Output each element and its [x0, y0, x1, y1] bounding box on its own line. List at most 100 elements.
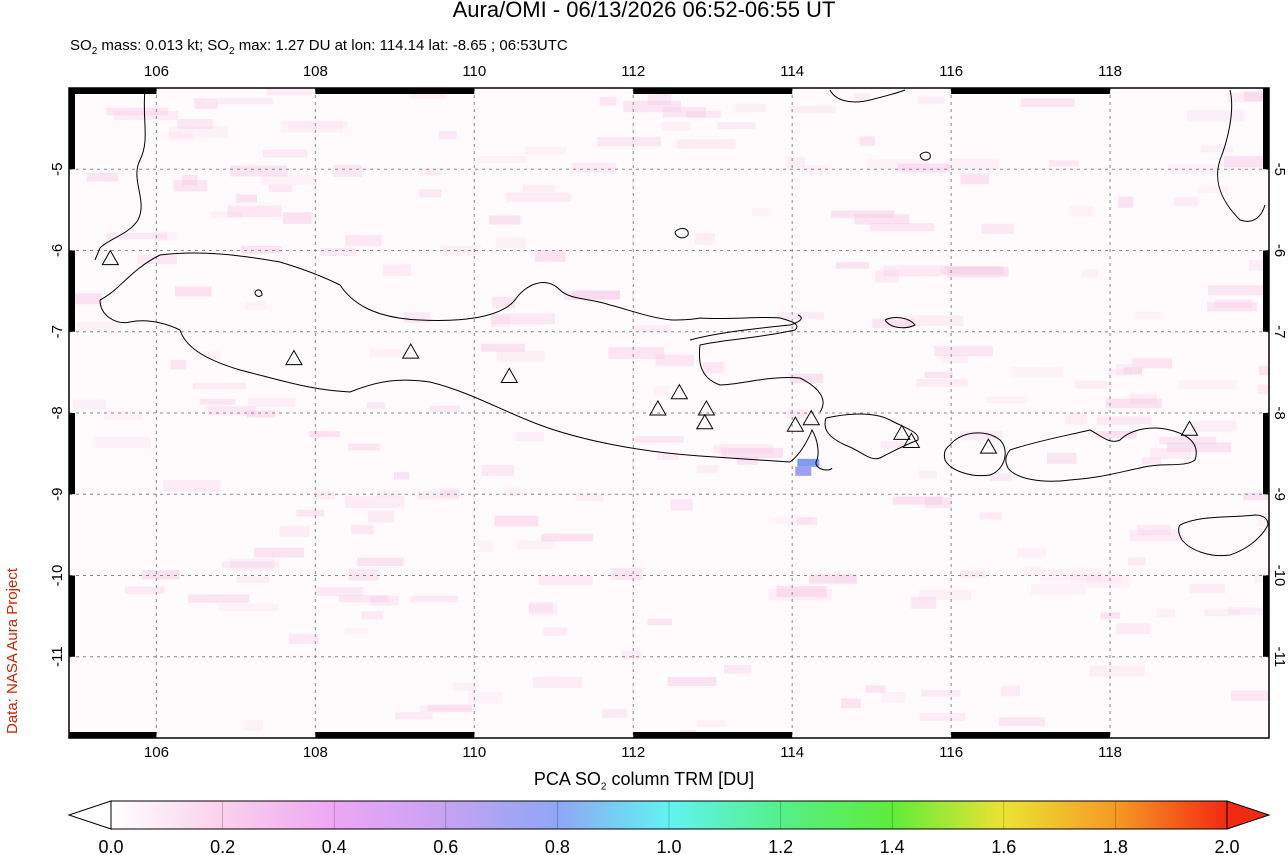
coast-islet-2: [254, 289, 263, 297]
so2-pixel: [1137, 524, 1171, 536]
so2-pixel: [351, 524, 374, 535]
lat-tick-label-right: -8: [1271, 406, 1288, 419]
coast-java-north: [99, 252, 824, 413]
so2-pixel: [723, 664, 752, 674]
so2-pixel: [802, 165, 830, 175]
so2-pixel: [1134, 311, 1163, 320]
triangle-icon: [401, 343, 420, 359]
map-subtitle: SO2 mass: 0.013 kt; SO2 max: 1.27 DU at …: [70, 37, 568, 57]
colorbar-tick-label: 2.0: [1214, 837, 1239, 855]
so2-pixel: [71, 293, 102, 305]
so2-pixel: [1187, 109, 1244, 122]
lon-tick-label-bottom: 118: [1098, 744, 1122, 761]
so2-pixel: [945, 158, 1000, 170]
so2-pixel: [476, 156, 527, 164]
so2-pixel: [420, 168, 442, 176]
so2-pixel: [429, 405, 460, 413]
so2-pixel: [243, 720, 263, 732]
so2-pixel: [1200, 146, 1234, 153]
so2-pixel: [1123, 367, 1142, 375]
subtitle-sub1: 2: [91, 46, 98, 57]
so2-pixel: [571, 162, 616, 173]
so2-pixel: [236, 194, 258, 203]
so2-pixel: [491, 315, 511, 328]
so2-pixel: [438, 130, 457, 140]
frame-bar-left: [69, 413, 75, 495]
so2-pixel: [1198, 186, 1229, 194]
lat-tick-label-left: -11: [49, 646, 66, 667]
so2-pixel: [1030, 584, 1086, 595]
so2-pixel: [1024, 566, 1041, 576]
so2-pixel: [1204, 609, 1240, 617]
so2-pixel: [1166, 442, 1232, 453]
so2-pixel: [634, 436, 684, 443]
so2-pixel: [154, 232, 178, 242]
triangle-icon: [979, 438, 998, 454]
so2-pixel: [517, 540, 554, 549]
so2-pixel: [1046, 452, 1077, 464]
colorbar-tick-label: 1.6: [991, 837, 1016, 855]
so2-pixel: [266, 88, 313, 96]
so2-pixel: [192, 382, 246, 390]
so2-pixel: [218, 97, 273, 105]
so2-pixel: [529, 604, 558, 616]
so2-pixel: [247, 397, 296, 407]
so2-pixel: [1000, 685, 1021, 697]
so2-pixel: [610, 568, 643, 580]
lon-tick-label-top: 106: [144, 63, 169, 80]
triangle-icon: [670, 383, 689, 400]
colorbar-tick-label: 0.6: [433, 837, 458, 855]
triangle-icon: [500, 367, 519, 383]
frame-bar-right: [1263, 88, 1269, 170]
coast-bali: [824, 413, 919, 460]
so2-pixel: [602, 709, 627, 718]
coast-sumatra: [94, 89, 146, 261]
so2-pixel: [168, 132, 193, 141]
so2-pixel: [1150, 448, 1192, 459]
so2-pixel: [1039, 568, 1101, 581]
so2-pixel: [279, 526, 310, 537]
so2-pixel: [313, 491, 335, 500]
so2-pixel: [621, 650, 642, 660]
so2-pixel: [1048, 160, 1079, 167]
frame-bar-right: [1263, 250, 1269, 332]
so2-pixel: [1127, 557, 1146, 566]
so2-pixel: [662, 107, 706, 118]
so2-pixel: [199, 398, 236, 405]
lon-tick-label-top: 112: [621, 63, 645, 80]
coast-islet-1: [674, 227, 689, 239]
so2-pixel: [772, 517, 813, 525]
so2-pixel: [1167, 164, 1219, 175]
lat-tick-label-right: -11: [1271, 646, 1288, 667]
lat-tick-label-left: -10: [49, 565, 66, 587]
frame-bar-top: [951, 88, 1111, 94]
frame-bar-bottom: [315, 732, 475, 738]
so2-pixel: [1249, 260, 1268, 271]
so2-pixel: [1159, 436, 1217, 445]
triangle-icon: [902, 432, 921, 448]
so2-pixel: [219, 603, 279, 612]
volcano-layer: [101, 249, 1199, 454]
so2-pixel: [367, 510, 395, 523]
so2-pixel: [1258, 365, 1269, 376]
so2-pixel: [440, 488, 459, 498]
so2-pixel: [1069, 205, 1094, 217]
so2-pixel: [236, 576, 270, 583]
so2-pixel: [1065, 413, 1087, 425]
so2-pixel: [859, 136, 875, 146]
lat-tick-label-right: -10: [1271, 565, 1288, 587]
so2-pixel: [832, 571, 857, 583]
subtitle-part2: mass: 0.013 kt; SO: [97, 37, 229, 54]
so2-pixel: [410, 595, 459, 603]
frame-bar-bottom: [951, 732, 1111, 738]
subtitle-sub2: 2: [228, 46, 235, 57]
so2-pixel: [960, 430, 1003, 441]
coast-islet-4: [884, 317, 916, 329]
gridlines: [69, 88, 1269, 738]
so2-pixel: [1105, 398, 1162, 409]
so2-pixel: [207, 406, 256, 416]
so2-pixel: [419, 705, 473, 713]
so2-pixel: [776, 586, 827, 598]
so2-pixel: [836, 262, 869, 269]
triangle-icon: [802, 409, 821, 426]
